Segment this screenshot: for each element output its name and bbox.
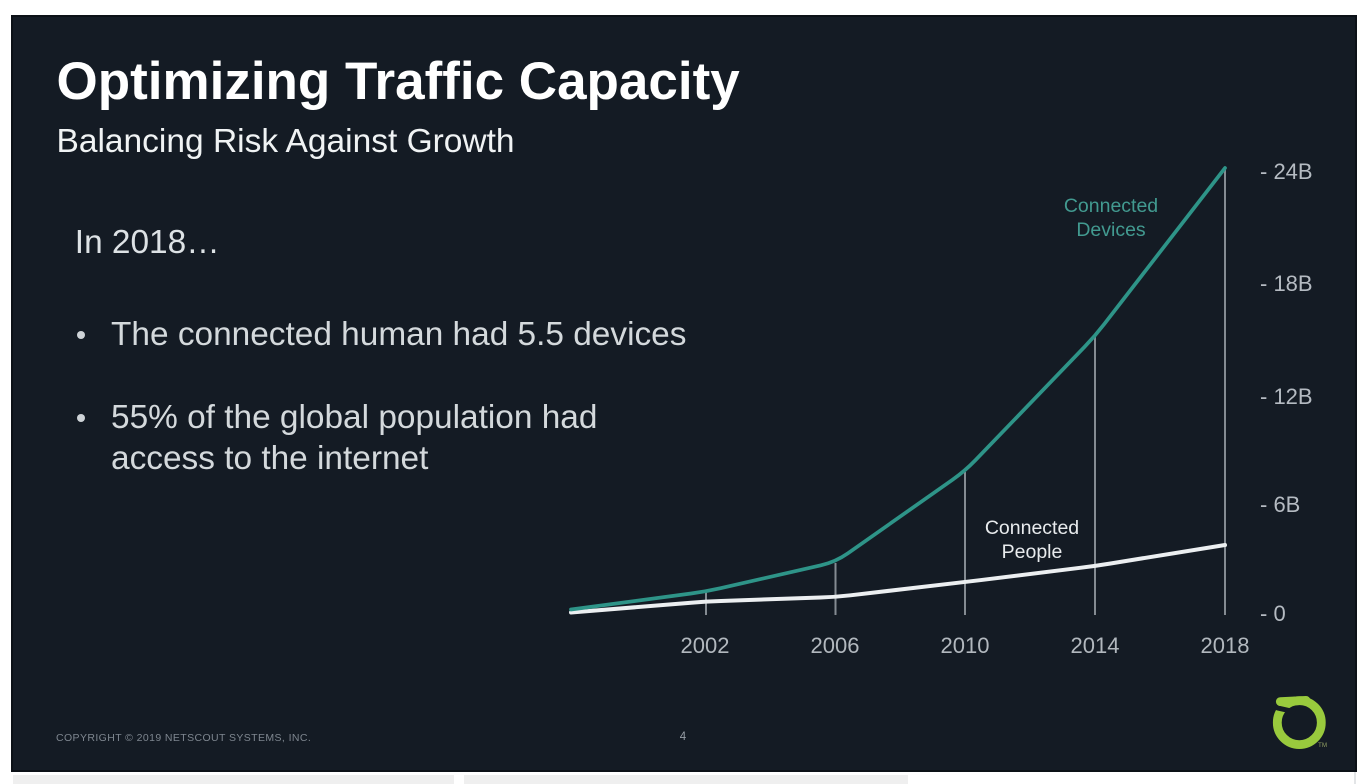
svg-text:TM: TM (1318, 742, 1327, 749)
